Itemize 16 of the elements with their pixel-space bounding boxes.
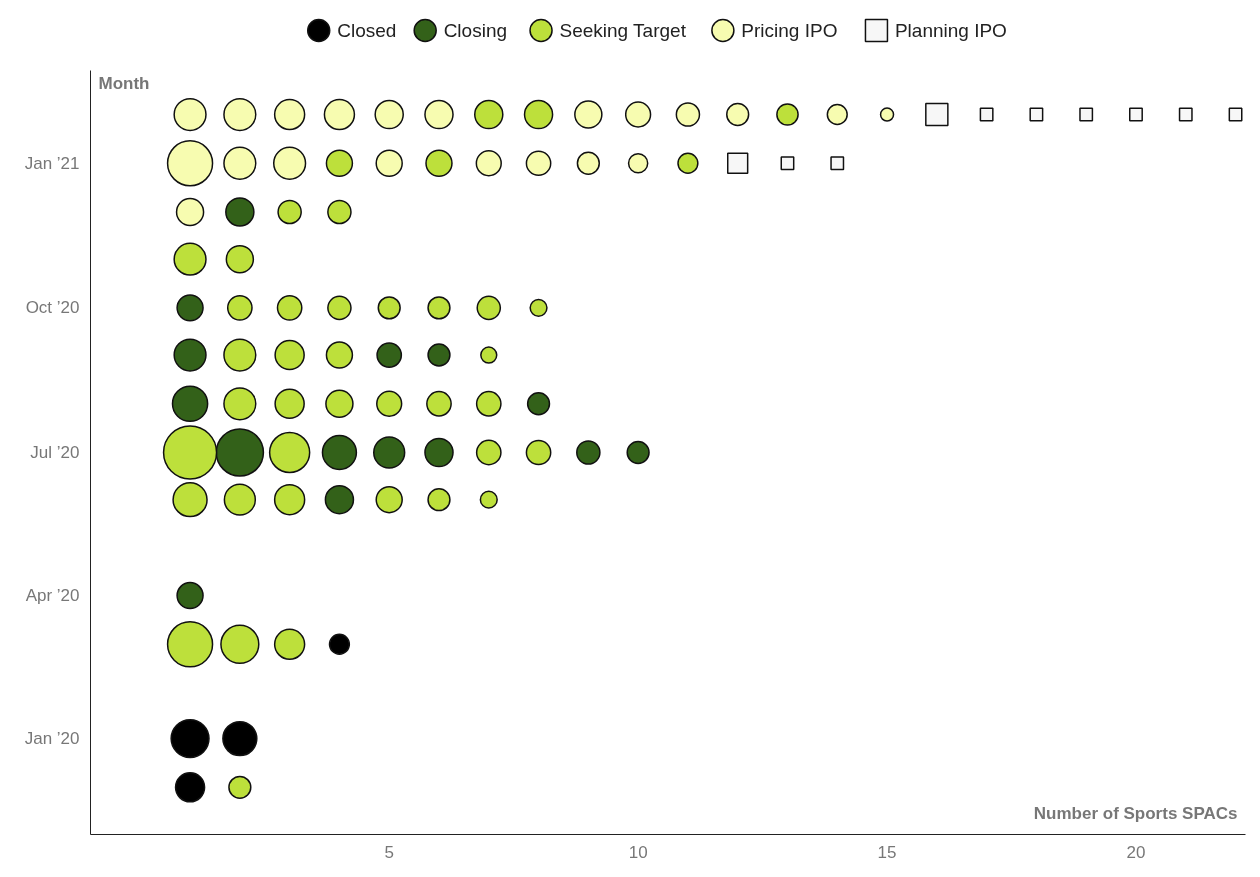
legend-label: Planning IPO [894,20,1007,41]
legend-label: Closed [337,20,397,41]
y-tick-label: Apr ’20 [25,586,80,606]
x-tick-label: 5 [384,842,394,862]
y-tick-label: Jan ’20 [24,729,80,749]
y-axis-title: Month [98,73,150,93]
y-tick-label: Oct ’20 [25,298,80,318]
legend-label: Closing [443,20,508,41]
x-tick-label: 10 [628,842,648,862]
legend-label: Seeking Target [559,20,687,41]
y-tick-label: Jul ’20 [30,443,80,462]
x-axis-title: Number of Sports SPACs [1033,803,1238,823]
y-tick-label: Jan ’21 [24,153,80,173]
legend-label: Pricing IPO [741,20,838,41]
x-tick-label: 20 [1126,842,1146,862]
x-tick-label: 15 [877,842,897,862]
